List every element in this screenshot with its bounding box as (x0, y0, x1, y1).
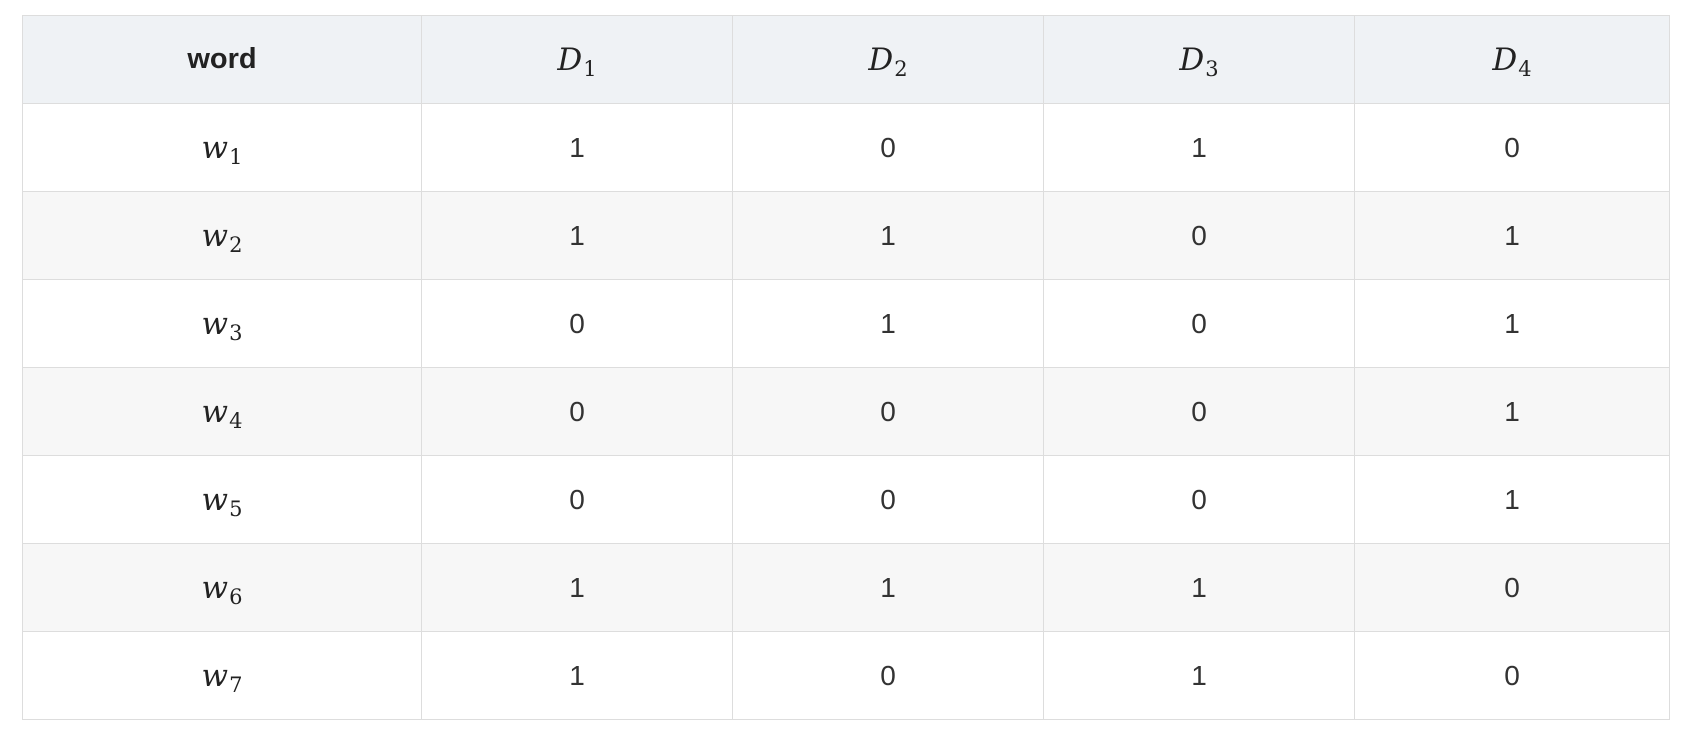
math-label: D3 (1179, 41, 1219, 81)
math-sub: 2 (229, 232, 243, 257)
table-cell: 1 (1354, 279, 1670, 368)
table-row: w4 0 0 0 1 (22, 367, 1670, 456)
math-sub: 4 (1518, 56, 1532, 81)
header-d3: D3 (1043, 15, 1355, 104)
table-row: w6 1 1 1 0 (22, 543, 1670, 632)
table-row: w1 1 0 1 0 (22, 103, 1670, 192)
math-label: D1 (557, 41, 597, 81)
table-cell: 0 (732, 367, 1044, 456)
table-cell: 0 (1354, 631, 1670, 720)
table-cell: 1 (421, 543, 733, 632)
math-var: w (201, 305, 229, 342)
table-cell: 1 (1354, 455, 1670, 544)
row-word-cell: w3 (22, 279, 422, 368)
table-row: w3 0 1 0 1 (22, 279, 1670, 368)
header-word: word (22, 15, 422, 104)
math-var: D (868, 41, 894, 78)
math-var: D (1179, 41, 1205, 78)
table-cell: 1 (421, 103, 733, 192)
row-word-cell: w6 (22, 543, 422, 632)
table-cell: 0 (1354, 543, 1670, 632)
table-row: w2 1 1 0 1 (22, 191, 1670, 280)
math-var: w (201, 569, 229, 606)
table-cell: 0 (421, 455, 733, 544)
math-sub: 3 (1205, 56, 1219, 81)
table-cell: 1 (1043, 103, 1355, 192)
math-var: D (557, 41, 583, 78)
table-cell: 0 (1043, 455, 1355, 544)
row-word-cell: w1 (22, 103, 422, 192)
table-cell: 1 (421, 191, 733, 280)
math-sub: 5 (229, 496, 243, 521)
table-cell: 0 (1043, 367, 1355, 456)
table-cell: 1 (421, 631, 733, 720)
table-cell: 0 (421, 279, 733, 368)
table-cell: 1 (732, 191, 1044, 280)
table-row: w7 1 0 1 0 (22, 631, 1670, 720)
math-label: w7 (201, 657, 243, 697)
math-sub: 1 (229, 144, 243, 169)
math-label: D2 (868, 41, 908, 81)
header-row: word D1 D2 D3 D4 (22, 15, 1670, 104)
math-sub: 4 (229, 408, 243, 433)
table-cell: 1 (1354, 367, 1670, 456)
row-word-cell: w4 (22, 367, 422, 456)
table-cell: 0 (732, 103, 1044, 192)
math-var: D (1492, 41, 1518, 78)
math-label: D4 (1492, 41, 1532, 81)
math-label: w3 (201, 305, 243, 345)
math-var: w (201, 657, 229, 694)
table-cell: 0 (1043, 191, 1355, 280)
header-d4: D4 (1354, 15, 1670, 104)
table-cell: 0 (421, 367, 733, 456)
word-document-matrix: word D1 D2 D3 D4 w1 1 0 1 0 w2 1 1 0 1 w3 0 1 0 1 w4 0 0 0… (22, 15, 1670, 720)
math-sub: 7 (229, 672, 243, 697)
table-row: w5 0 0 0 1 (22, 455, 1670, 544)
math-sub: 3 (229, 320, 243, 345)
row-word-cell: w7 (22, 631, 422, 720)
math-label: w5 (201, 481, 243, 521)
table-cell: 0 (732, 455, 1044, 544)
table-cell: 1 (1043, 631, 1355, 720)
math-label: w4 (201, 393, 243, 433)
header-d2: D2 (732, 15, 1044, 104)
table-cell: 1 (732, 279, 1044, 368)
math-var: w (201, 129, 229, 166)
table-cell: 1 (1043, 543, 1355, 632)
math-label: w1 (201, 129, 243, 169)
header-d1: D1 (421, 15, 733, 104)
math-label: w2 (201, 217, 243, 257)
table-body: w1 1 0 1 0 w2 1 1 0 1 w3 0 1 0 1 w4 0 0 0 1 w5 0 0 0 1 w6 1 1 1 0 w7 1 0… (22, 103, 1670, 720)
math-var: w (201, 393, 229, 430)
table-cell: 1 (732, 543, 1044, 632)
row-word-cell: w2 (22, 191, 422, 280)
table-cell: 0 (1354, 103, 1670, 192)
table-cell: 0 (1043, 279, 1355, 368)
math-label: w6 (201, 569, 243, 609)
math-sub: 1 (583, 56, 597, 81)
math-sub: 6 (229, 584, 243, 609)
table-cell: 0 (732, 631, 1044, 720)
row-word-cell: w5 (22, 455, 422, 544)
table-container: word D1 D2 D3 D4 w1 1 0 1 0 w2 1 1 0 1 w3 0 1 0 1 w4 0 0 0… (22, 15, 1670, 720)
math-sub: 2 (894, 56, 908, 81)
math-var: w (201, 481, 229, 518)
math-var: w (201, 217, 229, 254)
table-cell: 1 (1354, 191, 1670, 280)
